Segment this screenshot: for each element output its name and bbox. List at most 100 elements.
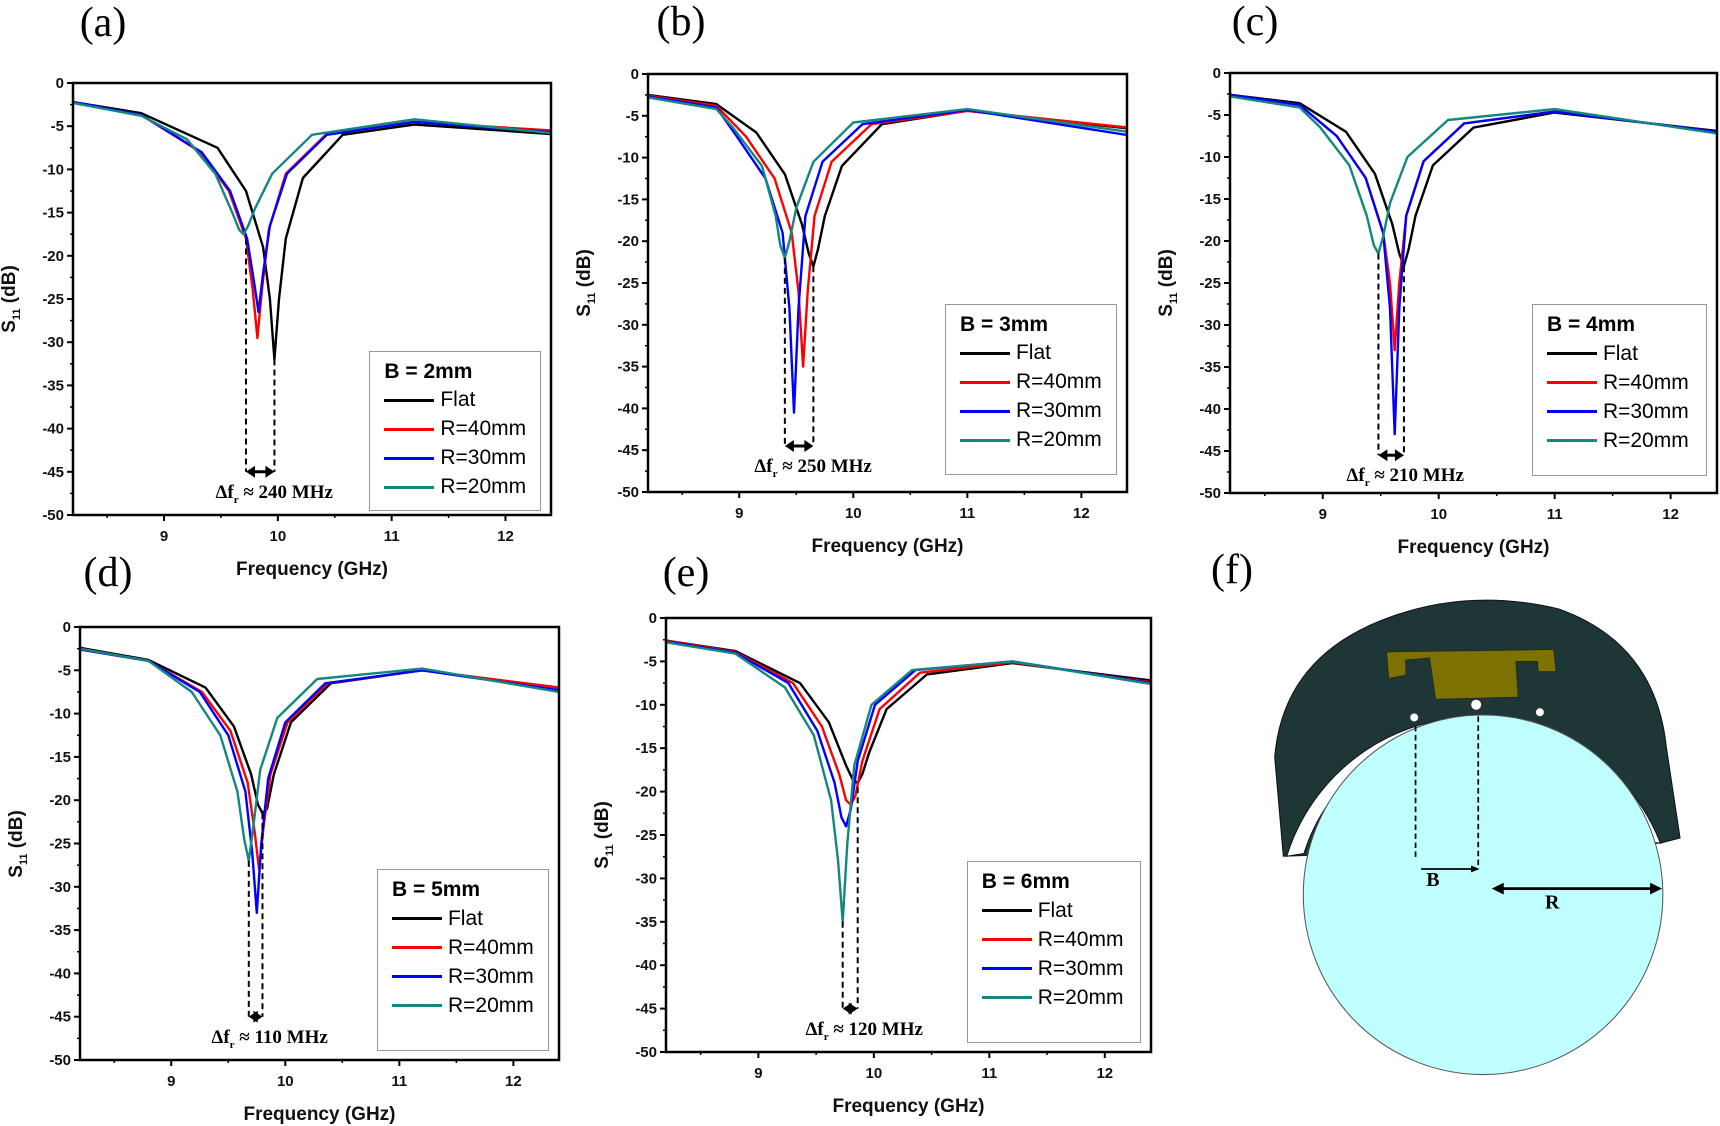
legend-label: R=30mm (447, 964, 534, 988)
delta-value: ≈ 240 MHz (238, 482, 333, 504)
y-axis-title-unit: (dB) (574, 249, 596, 293)
antenna-on-cylinder-diagram: B R (1274, 599, 1681, 1076)
y-tick-label: -5 (1208, 107, 1221, 124)
x-tick-label: 9 (160, 528, 168, 545)
y-tick-label: 0 (649, 610, 657, 627)
series-line-r-20mm (72, 101, 552, 236)
delta-f-annotation: Δfr ≈ 110 MHz (211, 1027, 327, 1051)
plot-frame (664, 616, 1153, 1054)
plot-frame (1228, 71, 1719, 495)
x-tick-label: 10 (845, 505, 862, 522)
y-axis-title-main: S (0, 320, 21, 333)
x-tick-label: 12 (1096, 1065, 1113, 1082)
delta-f-annotation: Δfr ≈ 250 MHz (754, 456, 871, 480)
y-tick-label: 0 (1213, 65, 1221, 82)
plot-area: 0-5-10-15-20-25-30-35-40-45-509 10 11 12 (617, 66, 1129, 522)
y-tick-label: -45 (42, 464, 64, 481)
via-hole (1409, 712, 1420, 723)
panel-label-f: (f) (1211, 547, 1253, 593)
legend: B = 3mm Flat R=40mm R=30mm R=20mm (944, 303, 1118, 476)
legend-swatch (384, 398, 435, 402)
y-tick-label: -15 (1199, 191, 1221, 208)
via-hole (1534, 707, 1545, 718)
s11-chart: 0 -5 -10 -15 -20 -25 -30 -35 -40 -45 -50 9 10 11 12 Δfr… (574, 66, 1129, 557)
series-line-r-30mm (665, 640, 1152, 828)
legend-label: Flat (447, 906, 483, 930)
y-axis-title: S11 (dB) (592, 801, 616, 869)
legend-label: R=40mm (1015, 370, 1102, 394)
panel-label: (a) (79, 0, 127, 46)
panel-label: (e) (662, 550, 710, 596)
arrowhead-icon (1378, 449, 1388, 462)
y-axis-title: S11 (dB) (574, 249, 598, 317)
legend-label: R=40mm (1037, 927, 1124, 951)
plot-area: 0-5-10-15-20-25-30-35-40-45-509 10 11 12 (49, 619, 561, 1090)
y-tick-label: -25 (42, 291, 64, 308)
delta-subscript: r (772, 467, 778, 480)
legend-swatch (391, 917, 442, 921)
legend-label: Flat (1037, 898, 1073, 922)
delta-value: ≈ 250 MHz (777, 455, 872, 477)
legend-swatch (384, 456, 435, 460)
delta-f-annotation: Δfr ≈ 210 MHz (1346, 465, 1463, 489)
y-tick-label: -45 (49, 1009, 71, 1026)
series-line-r-30mm (647, 95, 1128, 414)
delta-subscript: r (1364, 476, 1370, 489)
panel-label: (b) (656, 0, 706, 45)
y-axis-title-unit: (dB) (0, 265, 21, 309)
y-tick-label: -45 (1199, 443, 1221, 460)
delta-subscript: r (233, 494, 239, 507)
y-tick-label: -50 (42, 507, 64, 524)
delta-subscript: r (823, 1031, 829, 1044)
legend-swatch (981, 938, 1032, 942)
cylinder-body (1302, 714, 1664, 1076)
y-axis-title-unit: (dB) (592, 801, 614, 845)
arrowhead-icon (784, 440, 794, 453)
y-axis-title-main: S (574, 304, 596, 317)
delta-prefix: Δf (211, 1027, 230, 1049)
legend-swatch (981, 909, 1032, 913)
legend-title: B = 4mm (1546, 313, 1636, 336)
x-tick-label: 10 (270, 528, 287, 545)
r-label: R (1545, 892, 1560, 914)
y-tick-label: -20 (635, 784, 657, 801)
legend-swatch (1546, 352, 1597, 355)
legend-swatch (384, 427, 435, 431)
legend-item: Flat (1546, 339, 1706, 368)
series-line-flat (72, 100, 552, 361)
y-tick-label: -40 (635, 957, 657, 974)
legend-swatch (959, 351, 1010, 355)
y-tick-label: -25 (1199, 275, 1221, 292)
legend-item: Flat (959, 339, 1116, 368)
y-tick-label: -40 (1199, 401, 1221, 418)
y-axis-title-unit: (dB) (1156, 249, 1178, 293)
series-line-r-20mm (647, 96, 1128, 260)
y-tick-label: 0 (63, 619, 71, 636)
y-tick-label: -15 (49, 749, 71, 766)
legend-label: R=20mm (447, 993, 534, 1017)
legend-item: R=30mm (391, 962, 548, 991)
legend-item: R=40mm (959, 368, 1116, 397)
legend-title: B = 5mm (391, 878, 481, 902)
y-tick-label: -50 (617, 484, 639, 501)
legend-label: R=40mm (440, 417, 527, 441)
legend-swatch (1546, 381, 1597, 384)
legend-item: Flat (391, 904, 548, 933)
arrowhead-icon (253, 1010, 263, 1023)
y-tick-label: -20 (1199, 233, 1221, 250)
legend-label: R=40mm (447, 935, 534, 959)
legend-swatch (959, 409, 1010, 413)
y-tick-label: -40 (49, 965, 71, 982)
y-tick-label: -35 (49, 922, 71, 939)
y-tick-label: -50 (635, 1044, 657, 1061)
x-tick-label: 10 (866, 1065, 883, 1082)
s11-chart: 0 -5 -10 -15 -20 -25 -30 -35 -40 -45 -50 9 10 11 12 Δfr… (1156, 65, 1719, 558)
series-line-flat (665, 639, 1152, 785)
arrowhead-icon (1471, 865, 1480, 873)
x-tick-label: 11 (384, 528, 400, 545)
x-tick-label: 11 (981, 1065, 997, 1082)
y-tick-label: -20 (617, 233, 639, 250)
legend-label: R=30mm (1015, 399, 1102, 423)
legend-item: R=20mm (1546, 426, 1706, 455)
x-tick-label: 12 (1073, 505, 1090, 522)
